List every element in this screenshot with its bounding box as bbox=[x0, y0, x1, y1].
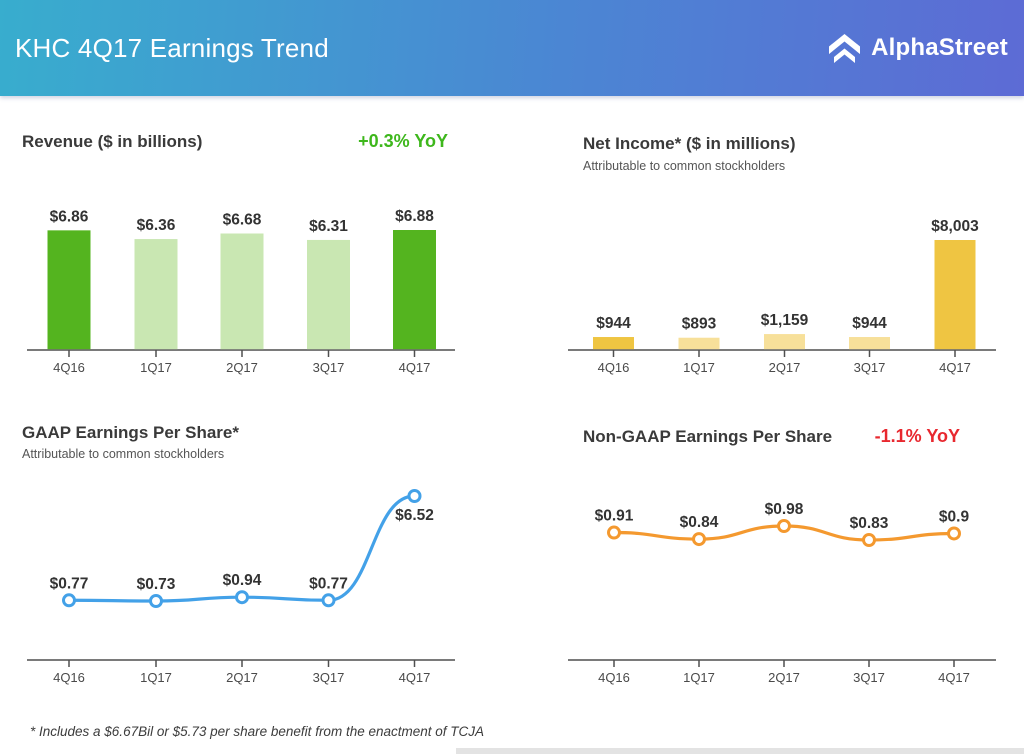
bar-value-label: $6.31 bbox=[309, 218, 348, 235]
bar-3Q17 bbox=[307, 239, 350, 350]
point-3Q17 bbox=[862, 533, 876, 547]
point-value-label: $0.98 bbox=[765, 501, 804, 518]
bar-4Q16 bbox=[593, 337, 634, 350]
point-2Q17 bbox=[235, 590, 249, 605]
bar-4Q17 bbox=[934, 240, 976, 350]
double-chevron-icon bbox=[829, 34, 861, 63]
point-value-label: $0.84 bbox=[680, 514, 719, 531]
revenue-yoy-badge: +0.3% YoY bbox=[358, 131, 448, 151]
point-3Q17 bbox=[321, 593, 336, 608]
net-income-plot: 4Q16 1Q17 2Q17 3Q17 4Q17 $944 $893 $1,159 $944 $8… bbox=[568, 218, 996, 375]
bar-2Q17 bbox=[764, 334, 805, 350]
tick-label: 1Q17 bbox=[683, 360, 715, 375]
bar-value-label: $6.68 bbox=[223, 211, 262, 228]
brand-name: AlphaStreet bbox=[871, 34, 1008, 61]
gaap-eps-chart-subtitle: Attributable to common stockholders bbox=[22, 447, 225, 461]
tick-label: 4Q16 bbox=[53, 670, 85, 685]
bar-value-label: $8,003 bbox=[931, 218, 979, 235]
tick-label: 4Q16 bbox=[598, 670, 630, 685]
revenue-plot: 4Q16 1Q17 2Q17 3Q17 4Q17 $6.86 $6.36 $6.68 $6.31… bbox=[27, 208, 455, 375]
tick-label: 4Q17 bbox=[399, 670, 431, 685]
point-2Q17 bbox=[777, 519, 791, 533]
tick-label: 2Q17 bbox=[226, 670, 258, 685]
bar-value-label: $944 bbox=[596, 315, 631, 332]
point-4Q17 bbox=[407, 489, 422, 503]
bar-4Q17 bbox=[393, 230, 436, 350]
page-title: KHC 4Q17 Earnings Trend bbox=[15, 33, 329, 63]
bar-value-label: $893 bbox=[682, 316, 717, 333]
non-gaap-eps-plot: 4Q16 1Q17 2Q17 3Q17 4Q17 $0.91 $0.84 $0.98 $0.83… bbox=[568, 501, 996, 685]
revenue-chart-title: Revenue ($ in billions) bbox=[22, 132, 203, 151]
footnote: * Includes a $6.67Bil or $5.73 per share… bbox=[30, 724, 485, 739]
point-1Q17 bbox=[692, 532, 706, 547]
point-value-label: $0.83 bbox=[850, 515, 889, 532]
point-value-label: $0.73 bbox=[137, 576, 176, 593]
bar-value-label: $6.86 bbox=[50, 208, 89, 225]
bar-1Q17 bbox=[134, 239, 178, 350]
tick-label: 1Q17 bbox=[140, 670, 172, 685]
point-value-label: $0.77 bbox=[50, 575, 89, 592]
bar-3Q17 bbox=[849, 337, 890, 350]
point-4Q16 bbox=[607, 525, 621, 540]
net-income-chart-subtitle: Attributable to common stockholders bbox=[583, 159, 786, 173]
trend-line bbox=[67, 494, 417, 603]
tick-label: 4Q16 bbox=[53, 360, 85, 375]
bar-1Q17 bbox=[678, 337, 720, 350]
bar-value-label: $6.88 bbox=[395, 208, 434, 225]
tick-label: 4Q16 bbox=[598, 360, 630, 375]
tick-label: 4Q17 bbox=[938, 670, 970, 685]
non-gaap-eps-chart-title: Non-GAAP Earnings Per Share bbox=[583, 427, 833, 446]
tick-label: 4Q17 bbox=[399, 360, 431, 375]
bar-value-label: $944 bbox=[852, 315, 887, 332]
gaap-eps-plot: 4Q16 1Q17 2Q17 3Q17 4Q17 $0.77 $0.73 $0.94 $0.77… bbox=[27, 489, 455, 685]
header: KHC 4Q17 Earnings Trend AlphaStreet bbox=[0, 0, 1024, 96]
tick-label: 3Q17 bbox=[313, 360, 345, 375]
tick-label: 3Q17 bbox=[854, 360, 886, 375]
tick-label: 2Q17 bbox=[769, 360, 801, 375]
point-4Q16 bbox=[62, 593, 76, 608]
point-value-label: $0.94 bbox=[223, 572, 262, 589]
gaap-eps-chart-title: GAAP Earnings Per Share* bbox=[22, 423, 239, 442]
point-value-label: $6.52 bbox=[395, 507, 434, 524]
point-value-label: $0.9 bbox=[939, 508, 970, 525]
bar-4Q16 bbox=[47, 230, 91, 350]
tick-label: 4Q17 bbox=[939, 360, 971, 375]
bottom-strip bbox=[456, 748, 1024, 754]
tick-label: 2Q17 bbox=[226, 360, 258, 375]
point-value-label: $0.91 bbox=[595, 508, 634, 525]
net-income-chart-title: Net Income* ($ in millions) bbox=[583, 134, 796, 153]
tick-label: 3Q17 bbox=[853, 670, 885, 685]
bar-value-label: $6.36 bbox=[137, 217, 176, 234]
tick-label: 1Q17 bbox=[683, 670, 715, 685]
point-value-label: $0.77 bbox=[309, 575, 348, 592]
tick-label: 1Q17 bbox=[140, 360, 172, 375]
point-1Q17 bbox=[149, 594, 163, 608]
bar-2Q17 bbox=[220, 233, 264, 350]
point-4Q17 bbox=[947, 526, 961, 541]
brand-logo: AlphaStreet bbox=[826, 0, 1008, 96]
tick-label: 2Q17 bbox=[768, 670, 800, 685]
non-gaap-yoy-badge: -1.1% YoY bbox=[874, 426, 960, 446]
tick-label: 3Q17 bbox=[313, 670, 345, 685]
bar-value-label: $1,159 bbox=[761, 312, 809, 329]
